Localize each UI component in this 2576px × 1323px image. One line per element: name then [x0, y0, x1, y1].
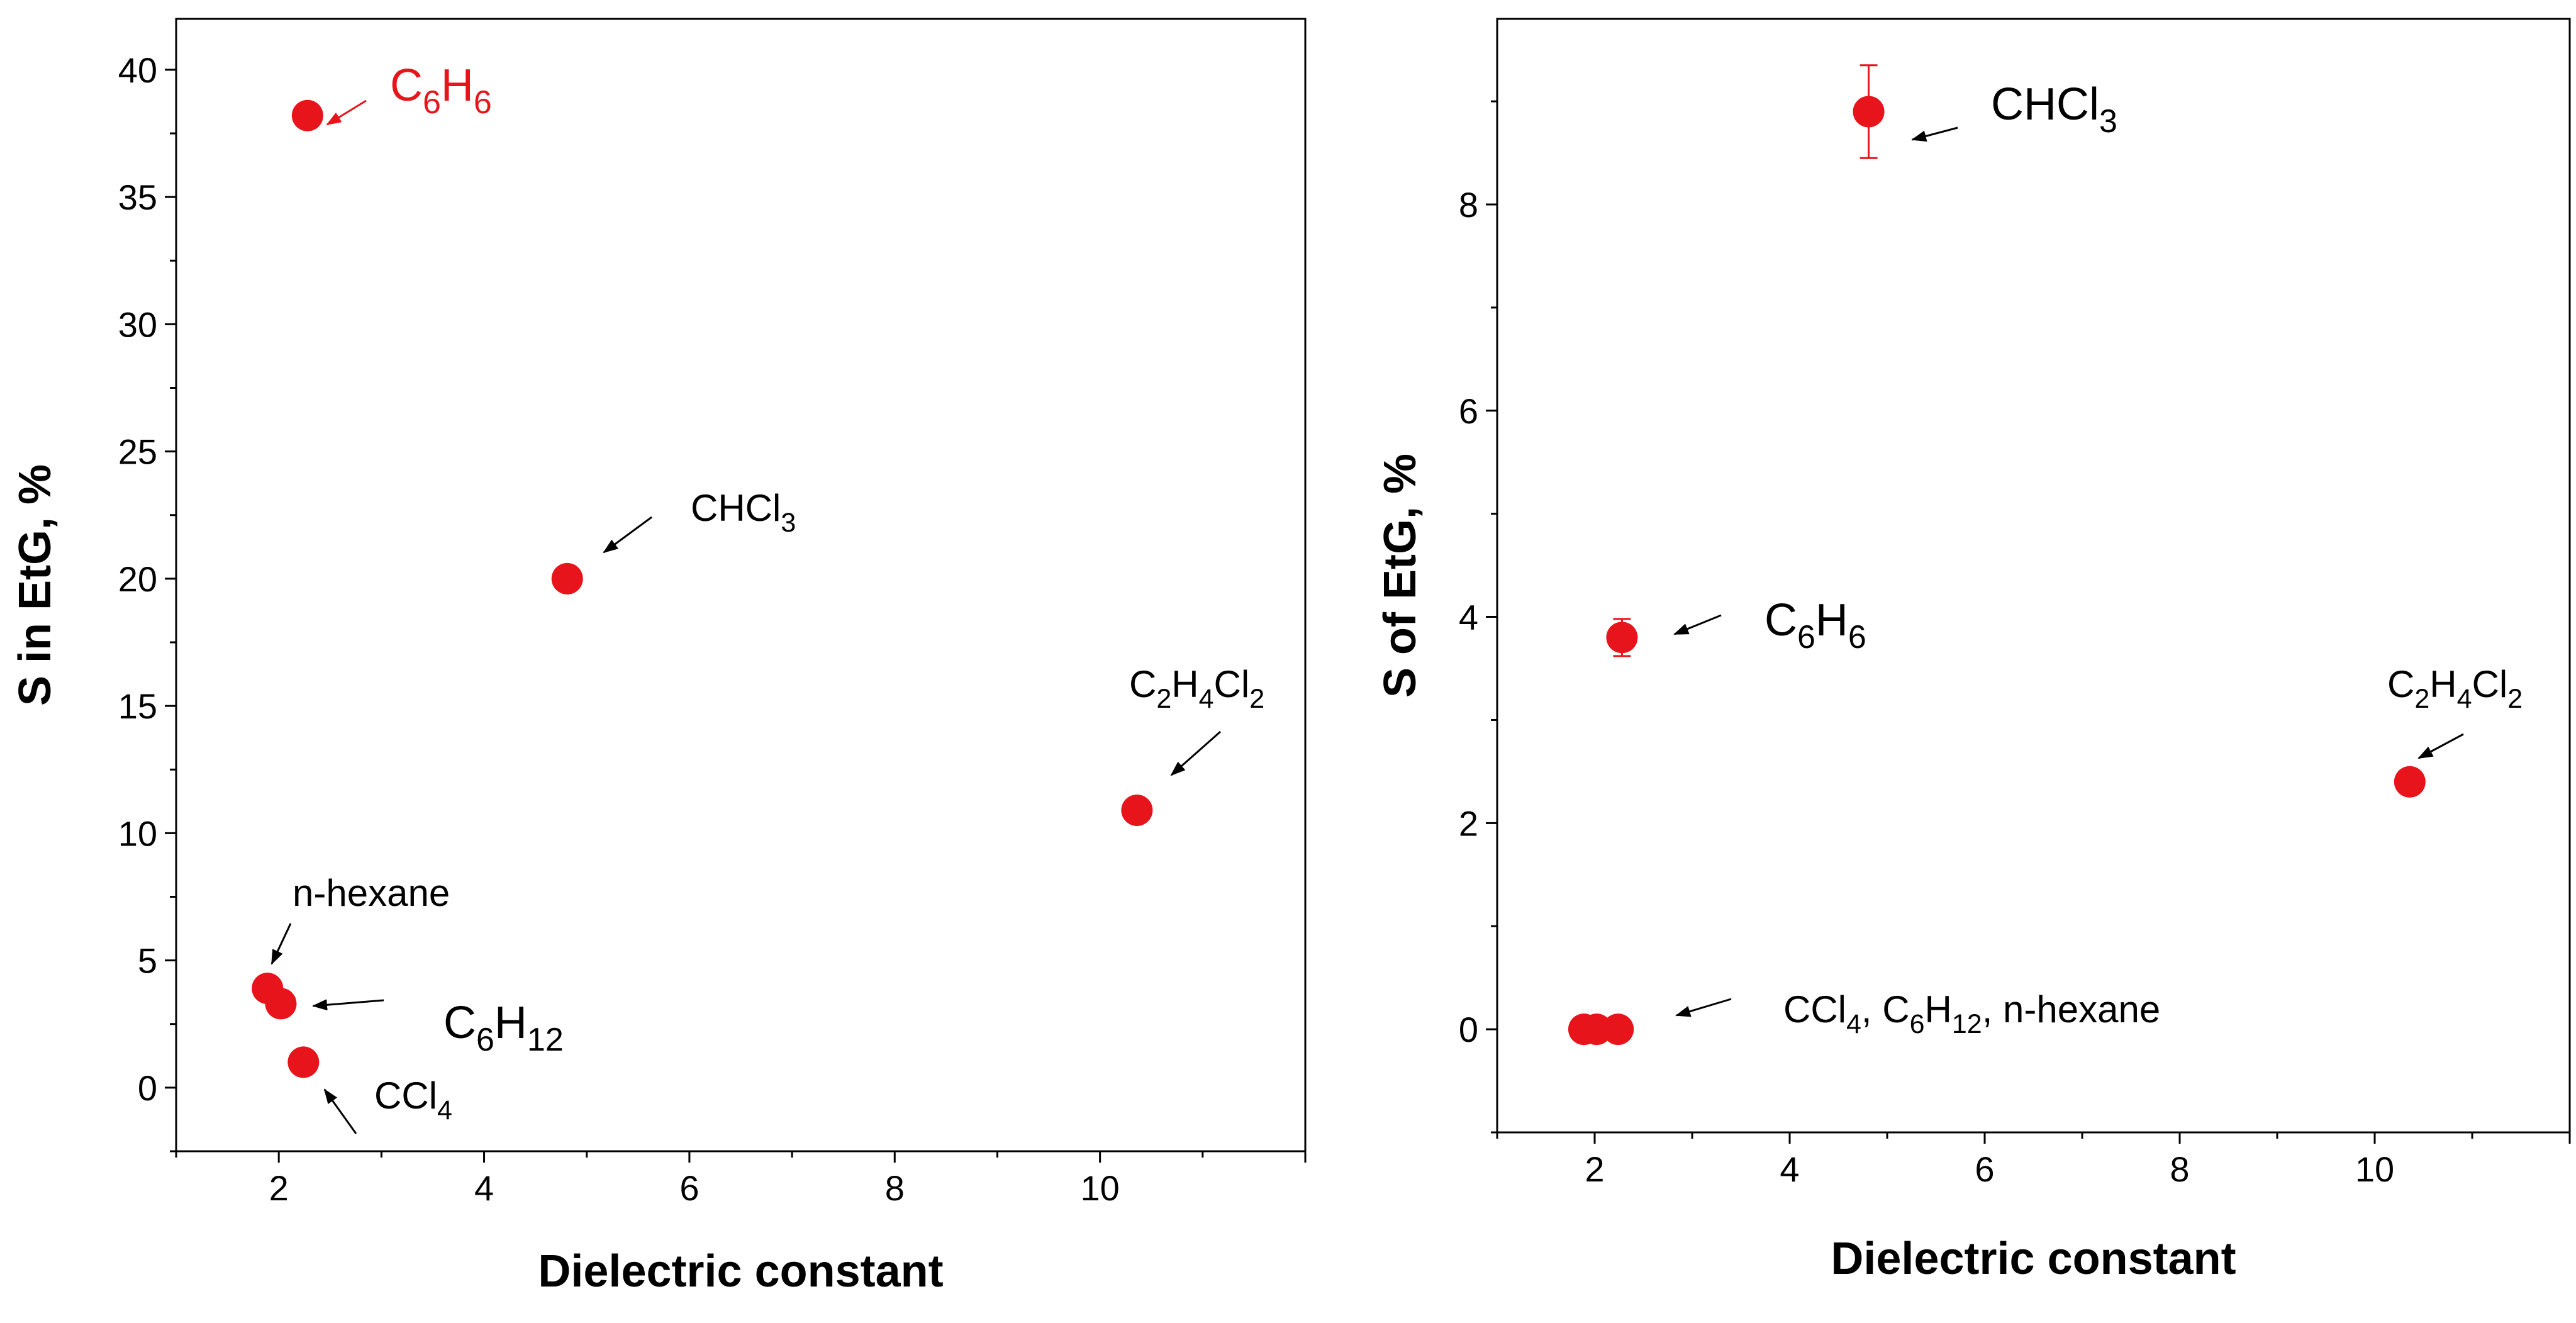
annotation-label: n-hexane — [293, 872, 450, 914]
x-tick-label: 4 — [474, 1168, 494, 1208]
annotation-label: C6H12 — [443, 998, 564, 1058]
data-point — [1606, 622, 1638, 654]
y-tick-label: 4 — [1459, 598, 1478, 637]
annotation-arrow — [603, 516, 652, 554]
y-tick-label: 10 — [118, 813, 157, 853]
data-point — [1602, 1013, 1634, 1046]
annotation-arrow — [323, 1088, 357, 1134]
data-point — [291, 99, 323, 131]
annotation-label: C6H6 — [390, 60, 492, 121]
annotation-label: CHCl3 — [1991, 79, 2117, 140]
data-point — [2394, 766, 2426, 798]
y-tick-label: 0 — [1459, 1010, 1478, 1049]
plot-frame — [175, 18, 1307, 1153]
x-axis-label: Dielectric constant — [1831, 1234, 2236, 1284]
x-tick-label: 10 — [2355, 1149, 2394, 1189]
annotation-arrow — [2417, 733, 2464, 759]
x-tick-label: 6 — [1975, 1149, 1994, 1189]
chart-panel-1: 2 4 6 8 10 0 5 10 15 20 25 30 35 40 Dielectric constan… — [10, 18, 1307, 1297]
data-point — [265, 988, 297, 1020]
data-point — [1853, 96, 1885, 128]
y-tick-label: 40 — [118, 50, 157, 90]
data-point — [551, 562, 583, 595]
y-tick-label: 30 — [118, 304, 157, 344]
data-point — [1121, 794, 1153, 826]
annotation-arrow — [312, 999, 384, 1011]
y-tick-label: 0 — [138, 1068, 157, 1108]
x-tick-label: 6 — [679, 1168, 699, 1208]
data-point — [287, 1046, 320, 1078]
x-tick-label: 2 — [269, 1168, 289, 1208]
y-tick-label: 15 — [118, 686, 157, 726]
annotation-label: CHCl3 — [691, 487, 796, 538]
annotation-arrow — [1673, 614, 1722, 635]
y-tick-label: 8 — [1459, 185, 1478, 225]
x-tick-label: 10 — [1080, 1168, 1119, 1208]
x-tick-label: 8 — [2170, 1149, 2189, 1189]
x-tick-label: 8 — [885, 1168, 905, 1208]
annotation-arrow — [270, 923, 292, 965]
annotation-label: C2H4Cl2 — [2387, 663, 2523, 714]
y-tick-label: 2 — [1459, 803, 1478, 843]
y-tick-label: 25 — [118, 432, 157, 472]
annotation-arrow — [1911, 126, 1958, 142]
y-tick-label: 35 — [118, 177, 157, 217]
x-tick-label: 2 — [1585, 1149, 1604, 1189]
annotation-arrow — [326, 99, 367, 126]
y-tick-label: 6 — [1459, 391, 1478, 431]
annotation-arrow — [1675, 998, 1732, 1017]
x-tick-label: 4 — [1780, 1149, 1799, 1189]
annotation-arrow — [1170, 730, 1221, 776]
chart-panel-2: 2 4 6 8 10 0 2 4 6 8 Dielectric constant S of EtG, … — [1375, 18, 2571, 1284]
plot-frame — [1496, 18, 2571, 1134]
x-axis-label: Dielectric constant — [538, 1246, 943, 1297]
y-axis-label: S in EtG, % — [10, 464, 60, 706]
y-tick-label: 5 — [138, 941, 157, 981]
y-axis-label: S of EtG, % — [1375, 454, 1425, 698]
y-tick-label: 20 — [118, 559, 157, 599]
annotation-label: C6H6 — [1765, 595, 1866, 656]
annotation-label: C2H4Cl2 — [1129, 663, 1264, 714]
annotation-label: CCl4 — [374, 1075, 452, 1125]
annotation-label: CCl4, C6H12, n-hexane — [1783, 988, 2160, 1039]
